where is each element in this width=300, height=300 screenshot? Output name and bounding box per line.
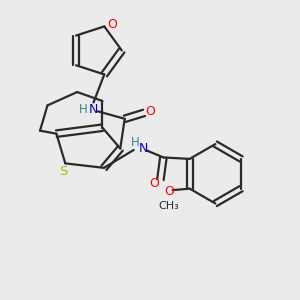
Text: O: O [146,105,155,118]
Text: H: H [131,136,140,149]
Text: O: O [164,185,174,198]
Text: S: S [60,165,68,178]
Text: N: N [139,142,148,155]
Text: N: N [89,103,98,116]
Text: CH₃: CH₃ [158,202,179,212]
Text: H: H [79,103,88,116]
Text: O: O [107,18,117,32]
Text: O: O [149,177,159,190]
